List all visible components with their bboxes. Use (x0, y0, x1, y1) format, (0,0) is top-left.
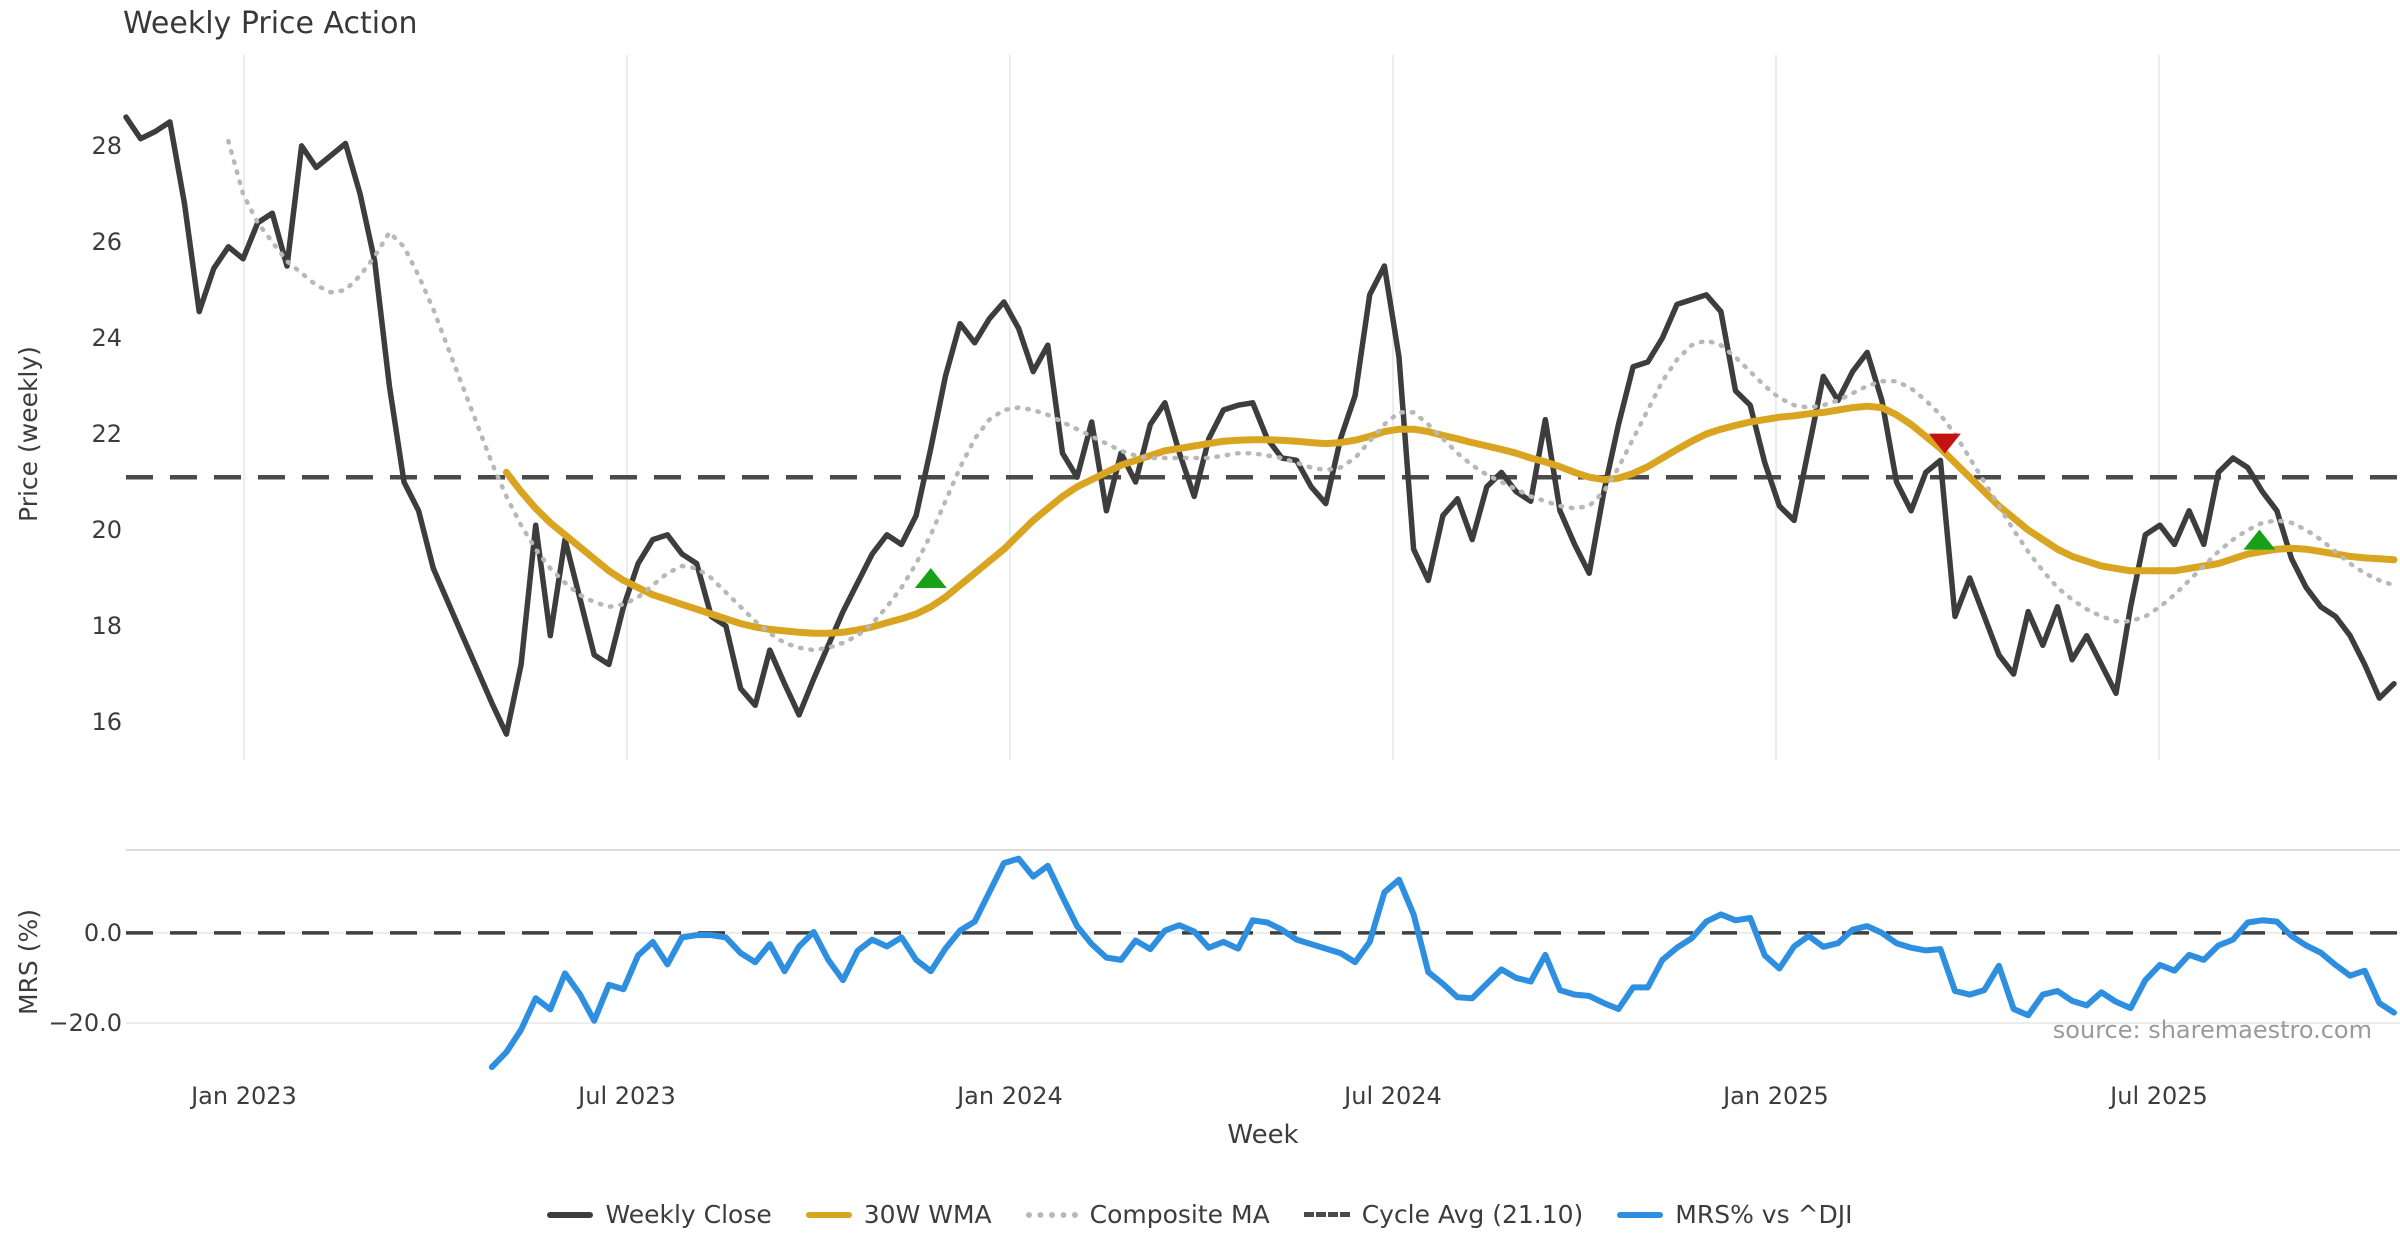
x-tick-jan-2024: Jan 2024 (957, 1082, 1063, 1110)
price-tick-22: 22 (91, 420, 122, 448)
price-tick-26: 26 (91, 227, 122, 256)
series-weekly-close (123, 114, 2397, 737)
x-tick-jul-2023: Jul 2023 (578, 1082, 676, 1110)
legend-label: Composite MA (1089, 1200, 1270, 1229)
legend-item-mrs-vs-dji: MRS% vs ^DJI (1617, 1200, 1853, 1229)
x-tick-jan-2025: Jan 2025 (1723, 1082, 1829, 1110)
x-tick-jan-2023: Jan 2023 (191, 1082, 297, 1110)
legend-label: Weekly Close (605, 1200, 772, 1229)
sell-signal-marker (1928, 433, 1961, 454)
price-tick-28: 28 (91, 131, 122, 160)
price-tick-20: 20 (91, 516, 122, 545)
legend-swatch-solid (1617, 1211, 1664, 1218)
x-tick-jul-2025: Jul 2025 (2110, 1082, 2208, 1110)
source-attribution: source: sharemaestro.com (2052, 1016, 2372, 1044)
legend-item-weekly-close: Weekly Close (547, 1200, 772, 1229)
legend-label: Cycle Avg (21.10) (1361, 1200, 1584, 1229)
legend-swatch-dotted (1025, 1211, 1078, 1218)
legend-label: MRS% vs ^DJI (1675, 1200, 1853, 1229)
legend-swatch-solid (547, 1211, 594, 1218)
buy-signal-marker (2243, 529, 2276, 550)
series-30w-wma (502, 402, 2398, 637)
page-title: Weekly Price Action (123, 6, 418, 41)
price-tick-24: 24 (91, 323, 122, 352)
chart-legend: Weekly Close 30W WMA Composite MA Cycle Avg… (0, 1200, 2400, 1229)
legend-item-30w-wma: 30W WMA (805, 1200, 992, 1229)
legend-label: 30W WMA (863, 1200, 992, 1229)
legend-swatch-dashed (1303, 1212, 1350, 1217)
legend-item-composite-ma: Composite MA (1025, 1200, 1270, 1229)
series-mrs-vs-dji (488, 855, 2397, 1071)
mrs-tick--20: −20.0 (48, 1008, 122, 1037)
series-composite-ma (226, 138, 2397, 653)
x-tick-jul-2024: Jul 2024 (1344, 1082, 1442, 1110)
mrs-tick-0: 0.0 (83, 918, 122, 947)
legend-swatch-solid (805, 1211, 852, 1218)
price-tick-18: 18 (91, 612, 122, 641)
buy-signal-marker (914, 568, 947, 589)
x-axis-title: Week (1227, 1120, 1299, 1150)
legend-item-cycle-avg-21-10-: Cycle Avg (21.10) (1303, 1200, 1584, 1229)
price-tick-16: 16 (91, 708, 122, 737)
